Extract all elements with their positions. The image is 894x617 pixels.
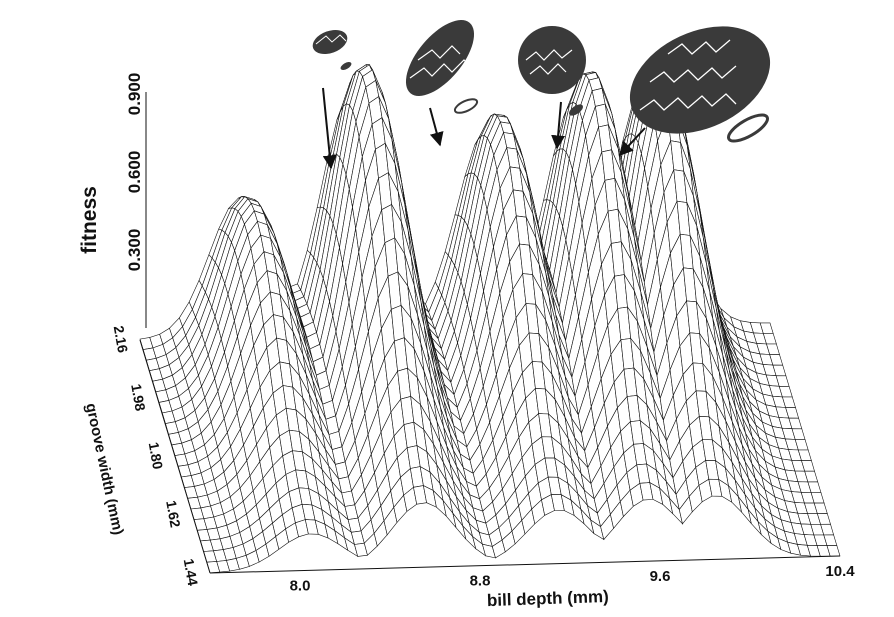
arrow-icon: [619, 127, 646, 157]
seed-icon: [453, 98, 479, 114]
y-tick-label: 2.16: [111, 324, 132, 354]
x-tick-label: 8.0: [290, 578, 311, 595]
y-tick-label: 1.44: [181, 557, 202, 587]
x-tick-label: 8.8: [470, 573, 491, 590]
x-tick-label: 9.6: [650, 568, 671, 585]
pine-cone-icon: [629, 26, 771, 134]
pine-cone-icon: [405, 20, 475, 96]
pine-cone-icon: [312, 29, 348, 55]
arrow-icon: [551, 101, 566, 150]
cone-arrows: [322, 87, 646, 170]
fitness-surface-mesh: [139, 61, 841, 574]
seed-icon: [727, 113, 769, 143]
y-axis-label: groove width (mm): [82, 402, 127, 537]
z-axis-label: fitness: [78, 186, 101, 254]
arrow-icon: [322, 87, 337, 170]
x-tick-label: 10.4: [825, 563, 855, 580]
z-tick-label: 0.300: [125, 229, 144, 272]
tick-labels: 0.300 0.600 0.900 8.0 8.8 9.6 10.4 1.44 1.62 1.80…: [111, 73, 856, 595]
arrow-icon: [429, 107, 444, 147]
z-tick-label: 0.900: [125, 73, 144, 116]
seed-icon: [569, 104, 583, 116]
y-tick-label: 1.98: [128, 383, 149, 413]
z-tick-label: 0.600: [125, 151, 144, 194]
y-axis-line: [139, 339, 211, 574]
x-axis-line: [209, 555, 841, 574]
axes: [139, 92, 841, 574]
y-tick-label: 1.80: [146, 441, 167, 471]
cone-illustrations: [312, 20, 771, 143]
x-axis-label: bill depth (mm): [487, 587, 609, 610]
y-tick-label: 1.62: [163, 499, 184, 529]
pine-cone-icon: [518, 26, 586, 94]
seed-icon: [340, 62, 352, 70]
